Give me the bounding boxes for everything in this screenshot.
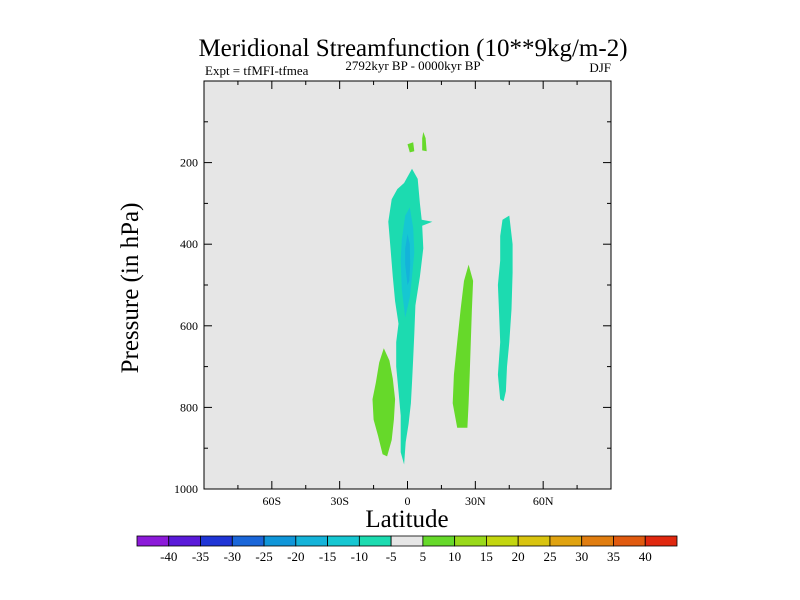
colorbar-label-13: 30 [575,549,588,564]
colorbar-label-15: 40 [639,549,652,564]
y-tick-label-4: 1000 [174,482,198,496]
colorbar-label-10: 15 [480,549,493,564]
colorbar-box-7 [358,535,392,547]
x-tick-label-2: 0 [405,494,411,508]
colorbar-box-15 [613,535,646,547]
right-subtitle: DJF [589,60,611,75]
colorbar-label-6: -10 [351,549,368,564]
colorbar-box-5 [295,535,328,547]
x-tick-label-3: 30N [465,494,486,508]
colorbar-label-12: 25 [543,549,556,564]
colorbar-label-3: -25 [255,549,272,564]
colorbar-label-1: -35 [192,549,209,564]
colorbar-box-12 [517,535,551,547]
colorbar-label-11: 20 [512,549,525,564]
y-tick-label-3: 800 [180,400,198,414]
contour-region-6 [422,132,427,152]
chart-title: Meridional Streamfunction (10**9kg/m-2) [198,35,627,62]
colorbar-label-2: -30 [224,549,241,564]
axis-ticks: 60S 30S 0 30N 60N 200 400 600 800 1000 [174,81,611,508]
colorbar-box-4 [263,535,297,547]
colorbar-box-0 [136,535,170,547]
y-tick-label-2: 600 [180,319,198,333]
contour-regions [372,132,513,465]
colorbar-label-9: 10 [448,549,461,564]
left-subtitle: Expt = tfMFI-tfmea [205,63,309,78]
colorbar-box-13 [549,535,583,547]
colorbar-box-16 [644,535,678,547]
colorbar-box-8 [390,535,424,547]
x-tick-label-0: 60S [262,494,281,508]
x-axis-label: Latitude [365,506,448,533]
contour-region-1 [497,215,513,402]
colorbar-label-4: -20 [287,549,304,564]
contour-region-3 [405,234,411,285]
colorbar-box-2 [200,535,233,547]
colorbar-box-14 [581,535,614,547]
x-tick-label-1: 30S [330,494,349,508]
center-subtitle: 2792kyr BP - 0000kyr BP [345,58,480,73]
contour-region-5 [452,264,474,428]
colorbar-label-7: -5 [386,549,397,564]
y-axis-label: Pressure (in hPa) [117,203,144,374]
colorbar: -40 -35 -30 -25 -20 -15 -10 -5 5 10 15 20 25 30 35 40 [136,535,678,564]
colorbar-box-10 [454,535,487,547]
x-tick-label-4: 60N [533,494,554,508]
colorbar-box-3 [231,535,265,547]
colorbar-box-6 [327,535,360,547]
contour-region-7 [407,142,415,153]
colorbar-box-11 [486,535,519,547]
y-tick-label-0: 200 [180,156,198,170]
colorbar-box-1 [168,535,201,547]
colorbar-label-5: -15 [319,549,336,564]
contour-region-4 [372,348,396,457]
colorbar-label-8: 5 [420,549,427,564]
colorbar-label-0: -40 [160,549,177,564]
colorbar-label-14: 35 [607,549,620,564]
colorbar-box-9 [422,535,456,547]
contour-region-0 [388,168,433,465]
y-tick-label-1: 400 [180,237,198,251]
